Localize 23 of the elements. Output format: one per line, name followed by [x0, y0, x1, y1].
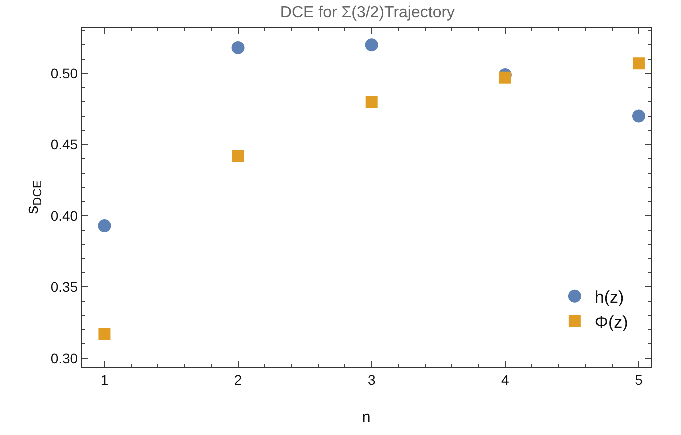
point [232, 150, 244, 162]
chart-title: DCE for Σ(3/2)Trajectory [280, 4, 456, 22]
legend-label: h(z) [594, 288, 624, 308]
point [365, 38, 378, 52]
x-tick-label: 3 [368, 372, 376, 388]
point [98, 328, 111, 340]
x-tick-label: 4 [502, 372, 510, 388]
y-tick-label: 0.50 [50, 65, 78, 82]
x-tick-label: 5 [635, 372, 644, 388]
y-tick-label: 0.30 [50, 350, 78, 366]
y-tick-label: 0.45 [50, 136, 78, 153]
point [632, 58, 645, 70]
point [499, 72, 512, 84]
point [232, 41, 245, 54]
y-tick-label: 0.35 [50, 279, 78, 296]
point [98, 219, 112, 232]
x-tick-label: 1 [100, 372, 109, 388]
point [632, 110, 646, 123]
x-tick-label: 2 [234, 372, 242, 388]
legend-label: Φ(z) [594, 313, 628, 332]
y-tick-label: 0.40 [50, 208, 78, 224]
x-axis-title: n [362, 409, 371, 426]
point [366, 96, 378, 108]
